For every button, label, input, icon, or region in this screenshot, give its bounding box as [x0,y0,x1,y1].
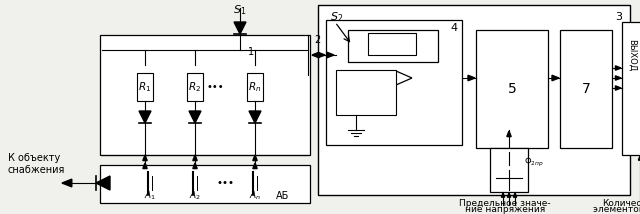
Polygon shape [552,75,559,81]
Polygon shape [139,111,151,123]
Bar [348,30,438,62]
Bar [318,5,630,195]
Text: К объекту: К объекту [8,153,60,163]
Text: $A_1$: $A_1$ [144,190,156,202]
Bar [490,148,528,192]
Bar [476,30,548,148]
Polygon shape [189,111,201,123]
Polygon shape [312,52,319,58]
Polygon shape [318,52,325,58]
Polygon shape [468,75,475,81]
Polygon shape [508,193,511,197]
Polygon shape [249,111,261,123]
Polygon shape [616,86,621,90]
Bar [100,35,310,155]
Bar [326,20,462,145]
Text: 4: 4 [451,23,458,33]
Text: 1: 1 [248,47,254,57]
Text: •••: ••• [217,178,235,188]
Polygon shape [253,163,257,169]
Polygon shape [62,179,72,187]
Text: АБ: АБ [276,191,289,201]
Polygon shape [96,176,110,190]
Bar [622,22,640,155]
Bar [560,30,612,148]
Text: 3: 3 [615,12,622,22]
Polygon shape [193,163,197,169]
Polygon shape [193,155,197,160]
Polygon shape [253,155,257,160]
Polygon shape [501,193,505,197]
Text: •••: ••• [207,82,225,92]
Text: $A_n$: $A_n$ [249,190,261,202]
Text: 5: 5 [508,82,516,96]
Bar [187,73,203,101]
Text: снабжения: снабжения [8,165,65,175]
Polygon shape [507,131,511,137]
Text: $R_1$: $R_1$ [138,80,152,94]
Text: $S_2$: $S_2$ [330,10,343,24]
Bar [336,70,396,115]
Polygon shape [143,163,147,169]
Polygon shape [616,76,621,80]
Text: $R_2$: $R_2$ [188,80,202,94]
Text: ВЫХОД: ВЫХОД [627,39,637,71]
Bar [368,33,416,55]
Text: $A_2$: $A_2$ [189,190,201,202]
Polygon shape [638,156,640,160]
Text: 2: 2 [314,35,320,45]
Polygon shape [143,155,147,160]
Polygon shape [327,52,334,58]
Text: $\Phi_{2пр}$: $\Phi_{2пр}$ [524,155,544,169]
Text: ние напряжения: ние напряжения [465,205,545,214]
Text: элементов в АБ: элементов в АБ [593,205,640,214]
Bar [247,73,263,101]
Polygon shape [513,193,516,197]
Polygon shape [616,66,621,70]
Bar [137,73,153,101]
Text: $S_1$: $S_1$ [234,3,246,17]
Polygon shape [234,22,246,34]
Text: $R_n$: $R_n$ [248,80,262,94]
Text: 7: 7 [582,82,590,96]
Text: Количество: Количество [602,199,640,208]
Text: Предельное значе-: Предельное значе- [459,199,551,208]
Bar [100,165,310,203]
